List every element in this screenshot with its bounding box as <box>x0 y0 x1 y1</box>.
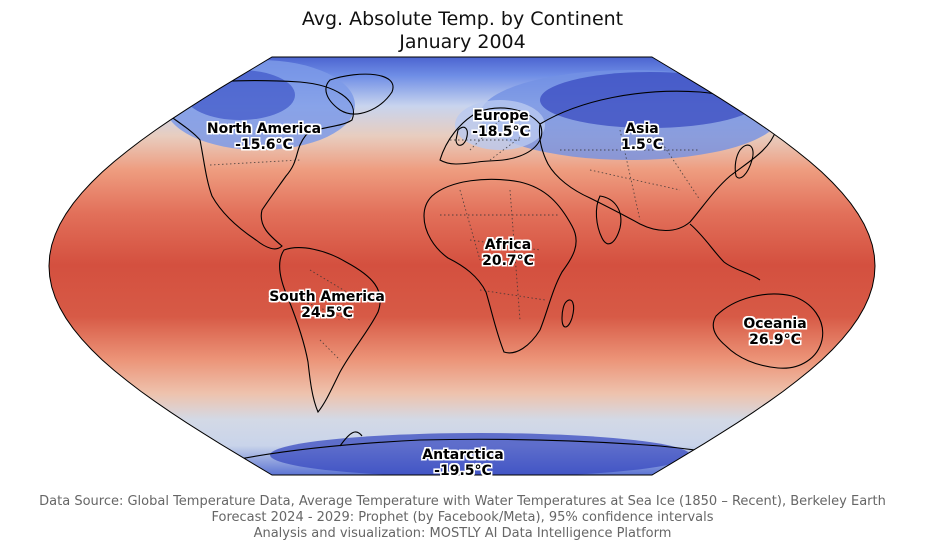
south-america-outline <box>279 247 381 414</box>
continent-temp: -15.6°C <box>235 137 293 153</box>
continent-temp: 26.9°C <box>749 332 801 348</box>
analysis-note: Analysis and visualization: MOSTLY AI Da… <box>253 526 672 541</box>
label-asia: Asia 1.5°C <box>621 121 663 153</box>
greenland-outline <box>325 73 394 115</box>
cold-patch-antarctica <box>270 433 690 475</box>
label-south-america: South America 24.5°C <box>269 289 385 321</box>
label-oceania: Oceania 26.9°C <box>743 316 806 348</box>
continent-temp: 20.7°C <box>482 253 534 269</box>
chart-title: Avg. Absolute Temp. by Continent <box>301 8 624 30</box>
new-zealand-outline <box>833 355 848 376</box>
label-north-america: North America -15.6°C <box>207 121 321 153</box>
continent-name: South America <box>269 289 385 305</box>
cold-core-asia <box>540 72 760 128</box>
asia-outline <box>538 90 777 232</box>
label-antarctica: Antarctica -19.5°C <box>422 447 503 479</box>
japan-outline <box>734 144 754 179</box>
label-europe: Europe -18.5°C <box>472 108 530 140</box>
continent-temp: -19.5°C <box>434 463 492 479</box>
southeast-asia-outline <box>689 223 761 281</box>
australia-outline <box>712 293 824 369</box>
continent-temp: -18.5°C <box>472 124 530 140</box>
madagascar-outline <box>561 299 575 328</box>
continent-name: Oceania <box>743 316 807 332</box>
africa-outline <box>423 178 577 354</box>
chart-subtitle: January 2004 <box>399 31 526 53</box>
north-america-outline <box>149 80 354 250</box>
forecast-note: Forecast 2024 - 2029: Prophet (by Facebo… <box>211 510 714 525</box>
data-source-note: Data Source: Global Temperature Data, Av… <box>39 494 886 509</box>
cold-core-north-america <box>185 70 295 120</box>
continent-name: North America <box>206 121 322 137</box>
continent-temp: 1.5°C <box>620 137 664 153</box>
continent-name: Europe <box>473 108 529 124</box>
country-borders <box>209 119 701 361</box>
continent-name: Asia <box>625 121 659 137</box>
label-africa: Africa 20.7°C <box>482 237 534 269</box>
antarctic-peninsula-outline <box>339 431 363 447</box>
india-outline <box>595 195 622 245</box>
map-boundary <box>48 56 876 476</box>
europe-outline <box>439 107 543 165</box>
continent-name: Africa <box>484 237 532 253</box>
continent-temp: 24.5°C <box>301 305 353 321</box>
uk-outline <box>455 126 468 146</box>
continent-name: Antarctica <box>422 447 504 463</box>
